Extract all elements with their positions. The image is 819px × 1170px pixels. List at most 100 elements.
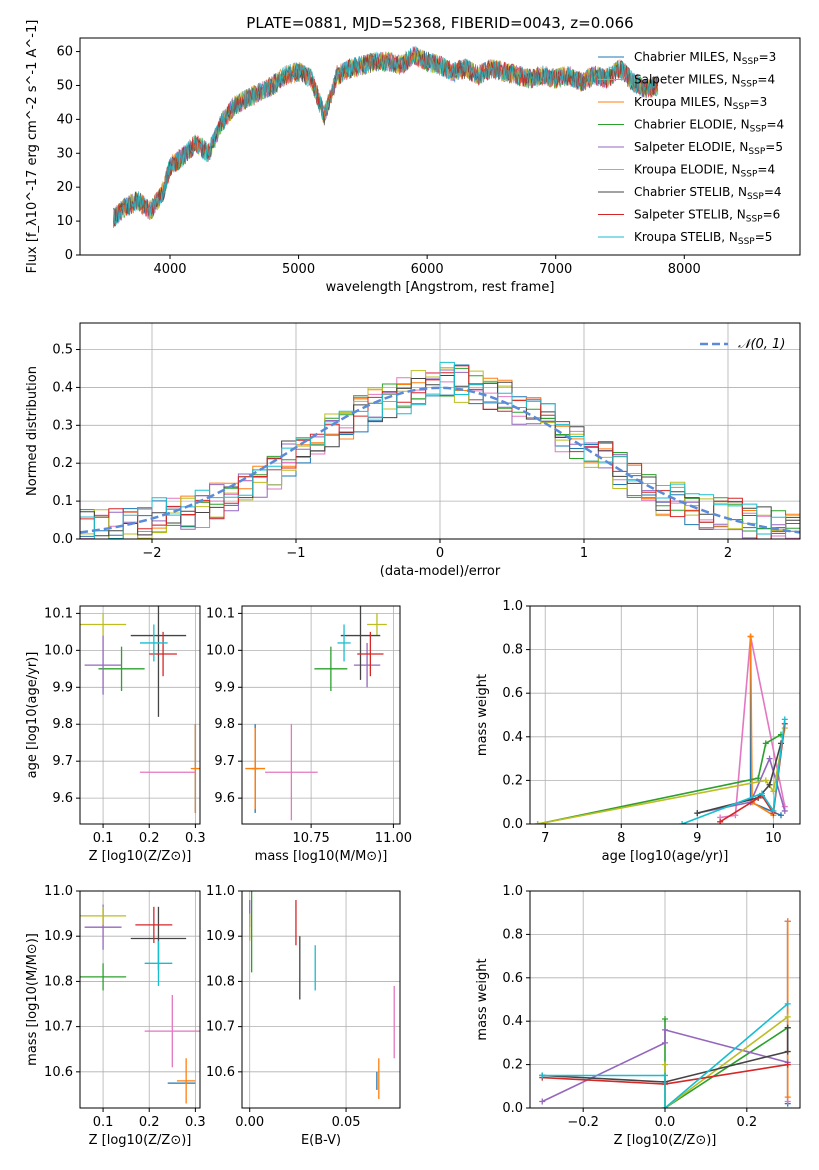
y-tick-label: 0.4 — [52, 380, 73, 395]
plot-frame — [79, 37, 801, 256]
legend-label: Chabrier STELIB, NSSP=4 — [634, 185, 782, 202]
y-axis-label: mass weight — [475, 674, 490, 756]
x-tick-label: 0.2 — [139, 1115, 160, 1130]
data-point — [784, 1013, 791, 1020]
y-tick-label: 10.9 — [206, 929, 235, 944]
data-point — [784, 1000, 791, 1007]
legend-label: Kroupa MILES, NSSP=3 — [634, 95, 767, 112]
x-tick-label: 0.1 — [93, 831, 114, 846]
y-tick-label: 10.1 — [44, 606, 73, 621]
plot-frame — [79, 322, 801, 540]
x-tick-label: 0.2 — [736, 1115, 757, 1130]
data-point — [679, 821, 686, 824]
y-tick-label: 10.8 — [206, 974, 235, 989]
x-tick-label: 0.00 — [235, 1115, 264, 1130]
y-tick-label: 30 — [56, 146, 73, 161]
y-tick-label: 9.7 — [52, 754, 73, 769]
x-tick-label: 0 — [436, 546, 444, 561]
y-tick-label: 9.6 — [214, 791, 235, 806]
histogram-series — [80, 361, 800, 539]
plot-frame — [241, 605, 401, 825]
data-point — [781, 807, 788, 814]
plot-area — [80, 361, 800, 539]
y-tick-label: 9.8 — [214, 717, 235, 732]
data-point — [747, 633, 754, 640]
x-tick-label: 9 — [693, 831, 701, 846]
y-tick-label: 9.9 — [52, 680, 73, 695]
data-point — [766, 755, 773, 762]
x-axis-label: Z [log10(Z/Z⊙)] — [614, 1133, 717, 1148]
panel-spectrum: 4000 5000 6000 7000 8000 0 10 20 30 40 50 60 wavelen… — [25, 20, 801, 295]
y-tick-label: 10.0 — [206, 643, 235, 658]
data-point — [784, 1061, 791, 1068]
y-axis-label: Normed distribution — [25, 366, 40, 496]
legend-label: Chabrier MILES, NSSP=3 — [634, 50, 776, 67]
series-line — [681, 719, 786, 824]
x-tick-label: 10 — [765, 831, 782, 846]
x-tick-label: 7 — [541, 831, 549, 846]
y-tick-label: 9.7 — [214, 754, 235, 769]
series-line — [542, 1003, 789, 1108]
plot-area — [539, 918, 791, 1108]
legend-label: Chabrier ELODIE, NSSP=4 — [634, 118, 784, 135]
normal-curve — [80, 386, 800, 534]
figure-title: PLATE=0881, MJD=52368, FIBERID=0043, z=0… — [246, 14, 633, 32]
y-tick-label: 60 — [56, 45, 73, 60]
series-line — [664, 1019, 789, 1108]
y-tick-label: 0.2 — [502, 1058, 523, 1073]
plot-frame — [241, 890, 401, 1109]
y-tick-label: 10.8 — [44, 974, 73, 989]
x-axis-label: Z [log10(Z/Z⊙)] — [89, 849, 192, 864]
x-tick-label: 0.05 — [332, 1115, 361, 1130]
y-tick-label: 0.0 — [502, 817, 523, 832]
y-tick-label: 0.4 — [502, 730, 523, 745]
data-point — [784, 918, 791, 925]
y-tick-label: 10.7 — [44, 1020, 73, 1035]
data-point — [662, 1061, 668, 1068]
data-point — [781, 716, 788, 723]
y-tick-label: 9.9 — [214, 680, 235, 695]
data-point — [766, 781, 773, 788]
x-tick-label: 7000 — [539, 262, 572, 277]
legend-label: Salpeter ELODIE, NSSP=5 — [634, 140, 783, 157]
plot-area — [534, 633, 788, 824]
x-tick-label: 8 — [617, 831, 625, 846]
series-line — [542, 1027, 789, 1083]
y-tick-label: 40 — [56, 112, 73, 127]
data-point — [784, 1024, 791, 1031]
x-tick-label: 0.2 — [139, 831, 160, 846]
y-tick-label: 1.0 — [502, 599, 523, 614]
x-axis-label: mass [log10(M/M⊙)] — [255, 849, 388, 864]
y-tick-label: 10.7 — [206, 1020, 235, 1035]
plot-area — [245, 606, 387, 821]
y-tick-label: 0.8 — [502, 643, 523, 658]
panel-age_vs_mass: 10.75 11.00 9.6 9.7 9.8 9.9 10.0 10.1 mass [log1… — [206, 605, 412, 864]
y-tick-label: 0 — [65, 248, 73, 263]
y-axis-label: mass weight — [475, 958, 490, 1040]
x-tick-label: 10.75 — [293, 831, 330, 846]
data-point — [762, 740, 769, 747]
x-tick-label: 0.1 — [93, 1115, 114, 1130]
series-line — [113, 46, 659, 227]
legend-label: 𝒩(0, 1) — [738, 337, 785, 352]
data-point — [758, 790, 765, 797]
panel-weight_vs_age: 7 8 9 10 0.0 0.2 0.4 0.6 0.8 1.0 age [log10(age/yr… — [475, 599, 801, 864]
series-line — [697, 743, 782, 814]
data-point — [784, 1048, 791, 1055]
x-axis-label: age [log10(age/yr)] — [602, 849, 729, 864]
y-tick-label: 20 — [56, 180, 73, 195]
series-line — [749, 636, 774, 816]
data-point — [662, 1016, 668, 1023]
y-tick-label: 10.6 — [206, 1065, 235, 1080]
data-point — [784, 1094, 791, 1101]
y-tick-label: 1.0 — [502, 884, 523, 899]
y-tick-label: 10 — [56, 214, 73, 229]
y-tick-label: 0.0 — [52, 532, 73, 547]
x-tick-label: 11.00 — [375, 831, 412, 846]
series-line — [537, 727, 786, 824]
x-tick-label: −0.2 — [567, 1115, 599, 1130]
y-tick-label: 0.0 — [502, 1101, 523, 1116]
data-point — [777, 812, 784, 819]
y-tick-label: 0.6 — [502, 686, 523, 701]
data-point — [694, 810, 701, 817]
